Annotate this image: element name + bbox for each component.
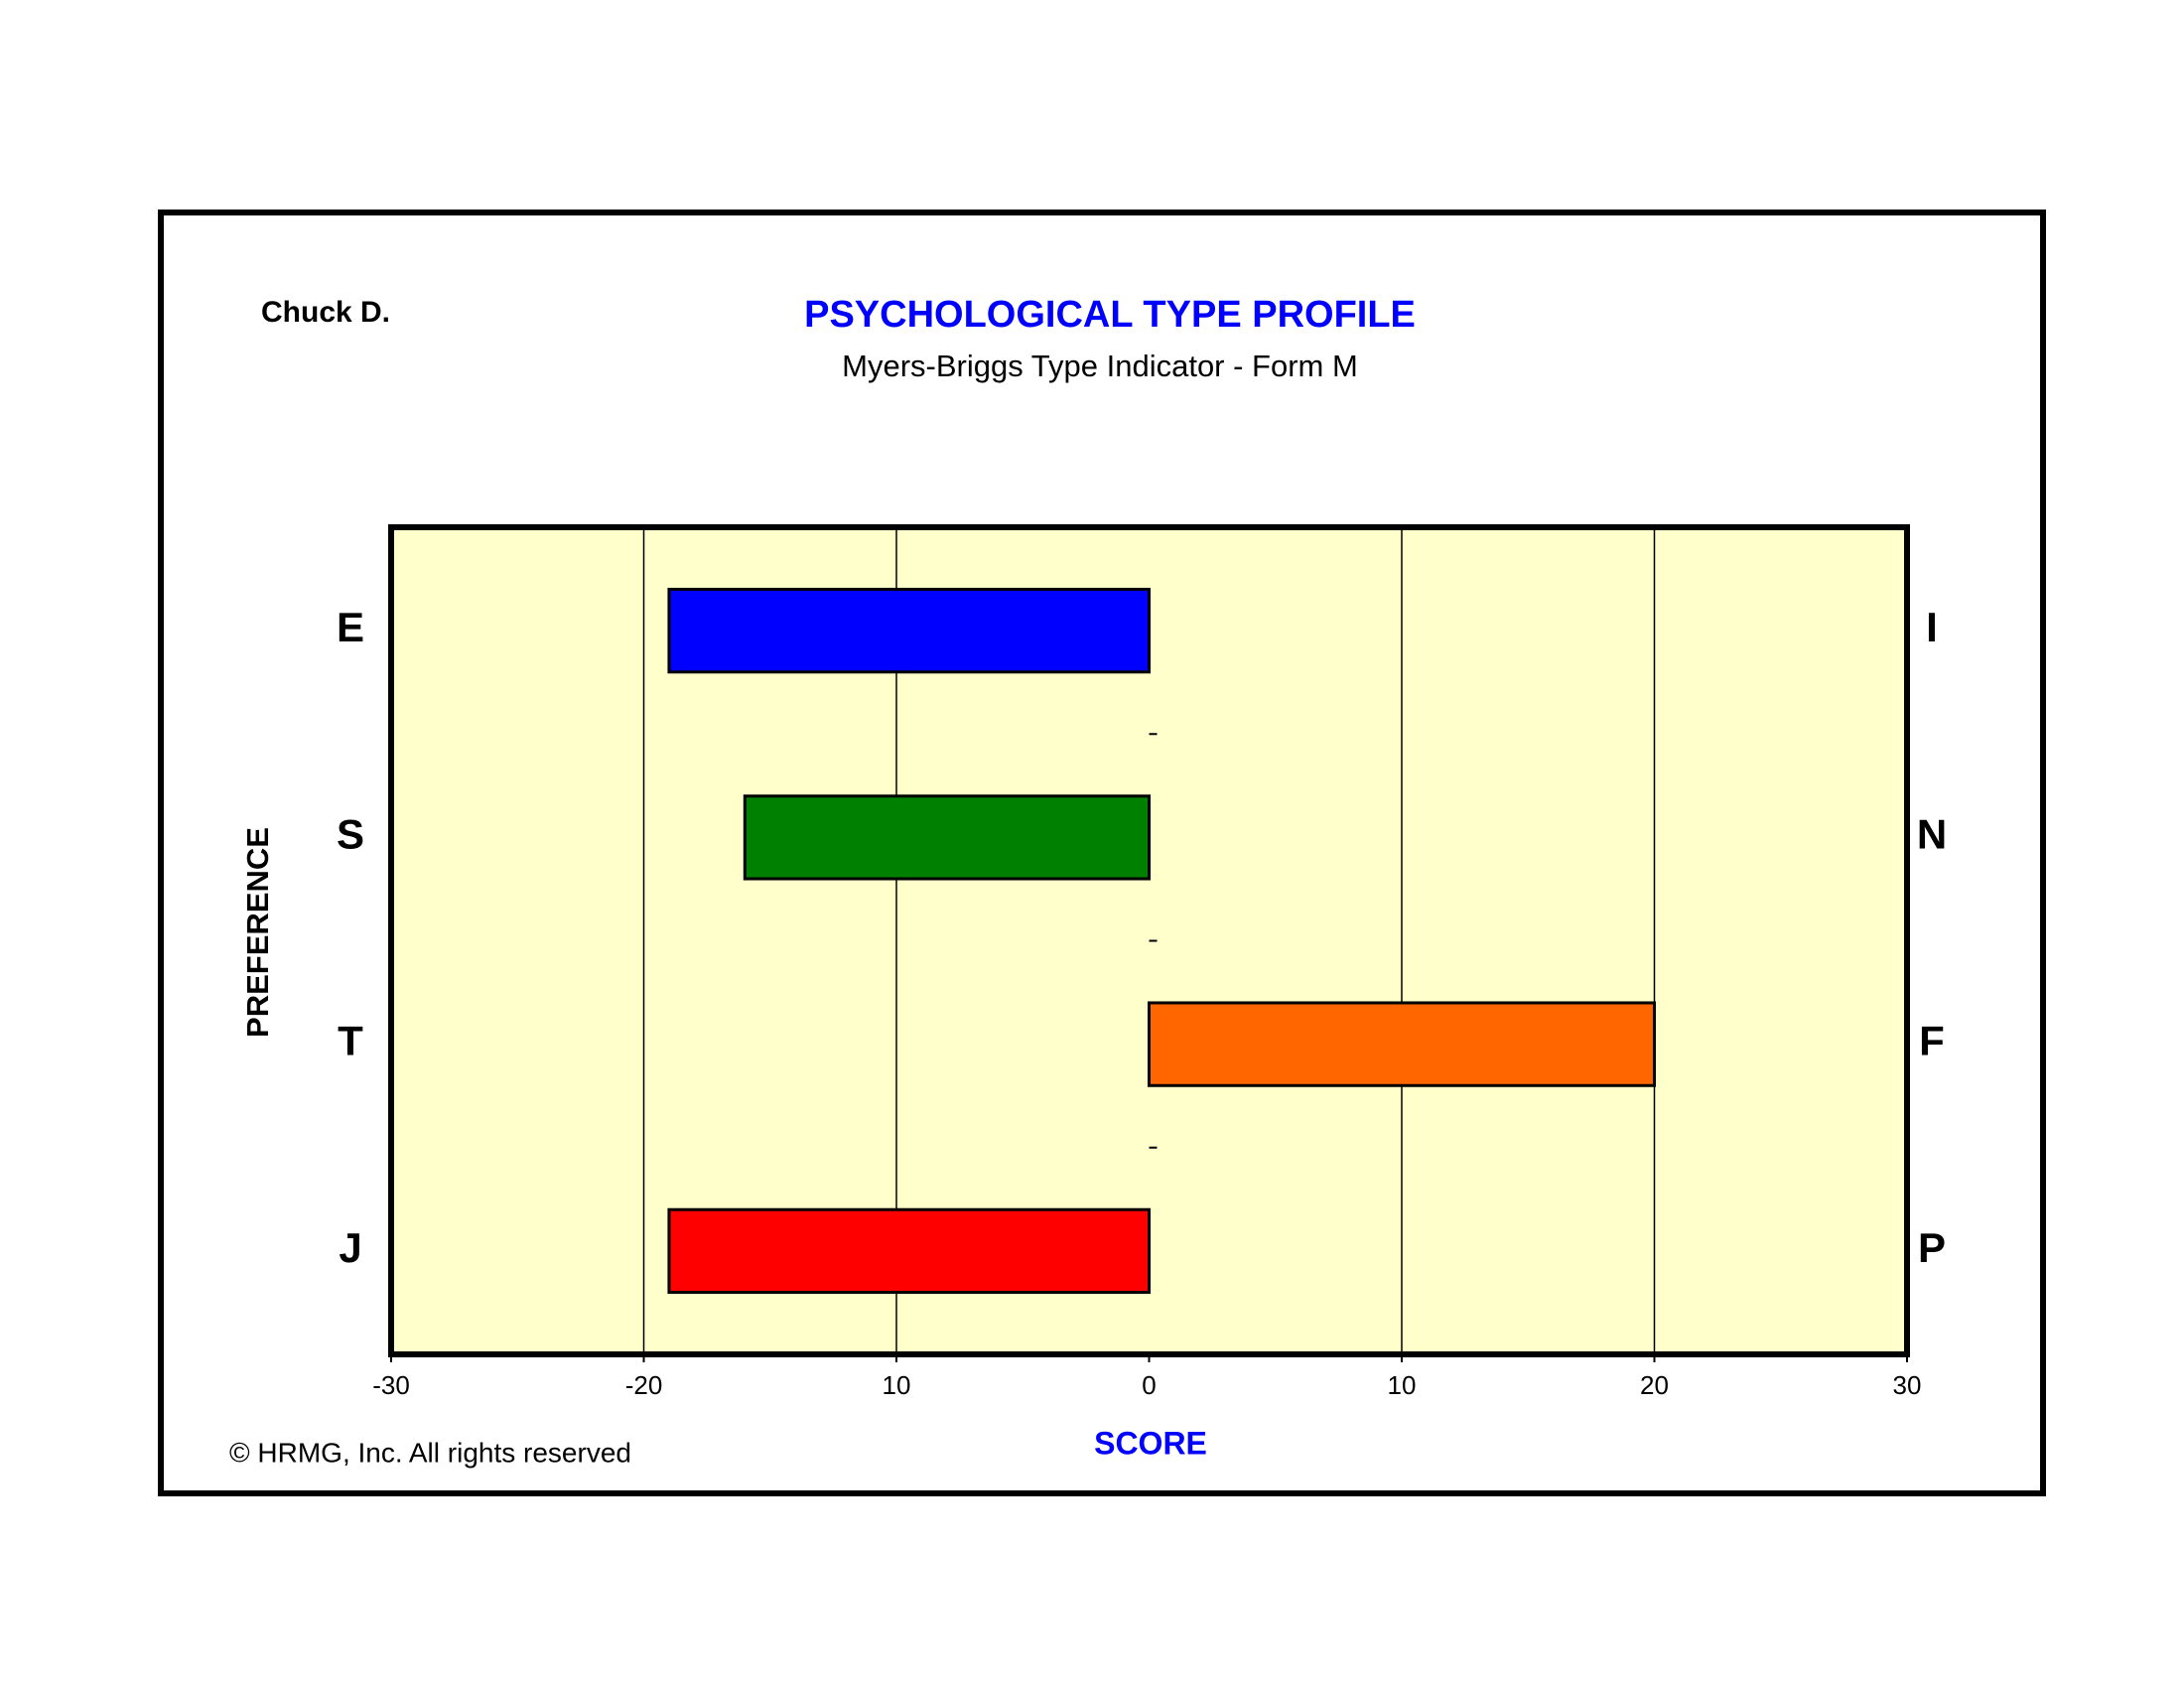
x-axis-label: SCORE — [1094, 1425, 1207, 1461]
x-tick-label: -20 — [625, 1370, 663, 1400]
x-tick-label: 10 — [883, 1370, 911, 1400]
chart-title: PSYCHOLOGICAL TYPE PROFILE — [804, 294, 1416, 336]
plot-border — [388, 524, 1910, 1357]
left-category-label: S — [337, 810, 364, 857]
right-category-label: F — [1919, 1018, 1945, 1064]
left-category-label: E — [337, 604, 364, 650]
bar — [743, 794, 1151, 881]
chart-subtitle: Myers-Briggs Type Indicator - Form M — [842, 349, 1358, 383]
x-tick-label: 10 — [1388, 1370, 1417, 1400]
x-tick-label: 20 — [1640, 1370, 1669, 1400]
right-category-label: P — [1918, 1224, 1946, 1271]
x-tick-label: -30 — [372, 1370, 410, 1400]
x-tick-label: 0 — [1142, 1370, 1156, 1400]
x-tick-label: 30 — [1893, 1370, 1922, 1400]
person-name: Chuck D. — [261, 296, 390, 329]
bar — [667, 1207, 1151, 1295]
left-category-label: J — [339, 1224, 361, 1271]
left-category-label: T — [338, 1018, 363, 1064]
plot: -30 -20 10 0 10 20 30 E I S N T F J P — [337, 524, 1947, 1400]
footer: © HRMG, Inc. All rights reserved — [229, 1437, 631, 1468]
right-category-label: N — [1917, 810, 1947, 857]
bar — [667, 587, 1151, 674]
y-axis-label: PREFERENCE — [240, 827, 275, 1038]
right-category-label: I — [1926, 604, 1938, 650]
bar — [1148, 1001, 1656, 1087]
